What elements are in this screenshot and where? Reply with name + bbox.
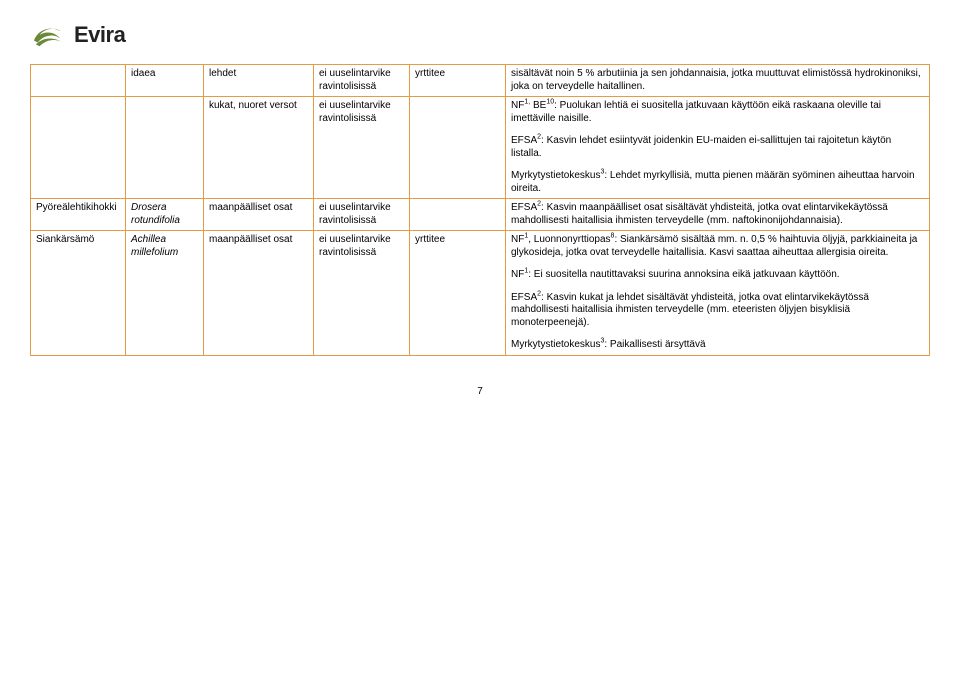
table-cell: Siankärsämö xyxy=(31,231,126,356)
logo: Evira xyxy=(30,20,930,50)
table-cell: yrttitee xyxy=(410,231,506,356)
table-cell xyxy=(410,97,506,199)
table-cell-notes: NF1, Luonnonyrttiopas8: Siankärsämö sisä… xyxy=(506,231,930,356)
table-cell: idaea xyxy=(126,65,204,97)
table-cell: lehdet xyxy=(204,65,314,97)
table-cell: Achillea millefolium xyxy=(126,231,204,356)
table-cell xyxy=(31,65,126,97)
table-cell xyxy=(31,97,126,199)
table-row: SiankärsämöAchillea millefoliummaanpääll… xyxy=(31,231,930,356)
table-cell: ei uuselintarvike ravintolisissä xyxy=(314,231,410,356)
table-cell: ei uuselintarvike ravintolisissä xyxy=(314,199,410,231)
logo-swirl-icon xyxy=(30,20,68,50)
logo-text: Evira xyxy=(74,22,125,48)
table-row: PyöreälehtikihokkiDrosera rotundifoliama… xyxy=(31,199,930,231)
table-cell: maanpäälliset osat xyxy=(204,199,314,231)
table-cell: ei uuselintarvike ravintolisissä xyxy=(314,65,410,97)
table-cell xyxy=(126,97,204,199)
data-table: idaealehdetei uuselintarvike ravintolisi… xyxy=(30,64,930,356)
page-number: 7 xyxy=(30,386,930,397)
table-cell: kukat, nuoret versot xyxy=(204,97,314,199)
table-cell xyxy=(410,199,506,231)
table-cell: ei uuselintarvike ravintolisissä xyxy=(314,97,410,199)
table-row: kukat, nuoret versotei uuselintarvike ra… xyxy=(31,97,930,199)
table-cell: Drosera rotundifolia xyxy=(126,199,204,231)
table-cell-notes: NF1, BE10: Puolukan lehtiä ei suositella… xyxy=(506,97,930,199)
table-cell: yrttitee xyxy=(410,65,506,97)
table-cell: Pyöreälehtikihokki xyxy=(31,199,126,231)
table-cell-notes: sisältävät noin 5 % arbutiinia ja sen jo… xyxy=(506,65,930,97)
table-cell-notes: EFSA2: Kasvin maanpäälliset osat sisältä… xyxy=(506,199,930,231)
table-cell: maanpäälliset osat xyxy=(204,231,314,356)
table-row: idaealehdetei uuselintarvike ravintolisi… xyxy=(31,65,930,97)
